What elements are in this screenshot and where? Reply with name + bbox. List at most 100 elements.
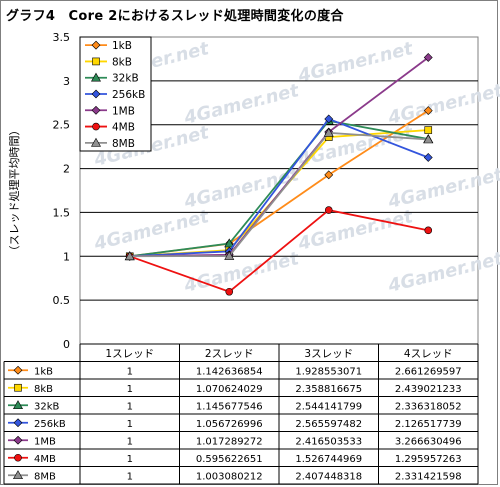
y-tick-label: 3: [63, 75, 70, 88]
table-row-label: 8MB: [34, 471, 56, 482]
table-cell: 2.407448318: [295, 471, 362, 482]
data-point: [92, 57, 100, 66]
y-tick-label: 1.5: [53, 206, 71, 219]
legend-label: 1kB: [112, 40, 132, 52]
table-header-cell: 2スレッド: [205, 348, 254, 360]
legend-label: 4MB: [112, 122, 135, 134]
table-row: 4MB 1 0.595622651 1.526744969 1.295957263: [8, 454, 462, 465]
data-point: [90, 72, 102, 82]
legend-label: 32kB: [112, 73, 139, 85]
series-line: [129, 131, 429, 258]
data-point: [14, 453, 22, 462]
legend-entry: 1kB: [85, 40, 132, 52]
table-cell: 0.595622651: [196, 454, 263, 465]
table-cell: 2.336318052: [395, 401, 462, 412]
data-point: [90, 137, 102, 147]
data-point: [12, 470, 24, 480]
data-point: [423, 153, 433, 162]
series-line: [129, 209, 429, 293]
data-point: [225, 287, 234, 296]
table-cell: 1: [127, 436, 133, 447]
data-point: [423, 53, 433, 62]
data-point: [12, 400, 24, 410]
data-point: [423, 106, 433, 115]
data-point: [92, 122, 100, 131]
data-point: [424, 226, 433, 235]
table-cell: 1: [127, 471, 133, 482]
legend-label: 8MB: [112, 138, 135, 150]
table-cell: 2.565597482: [295, 419, 362, 430]
data-table: 1スレッド 2スレッド 3スレッド 4スレッド 1kB 1 1.142636854 1.928…: [3, 343, 479, 485]
table-cell: 1.526744969: [295, 454, 362, 465]
table-row: 8kB 1 1.070624029 2.358816675 2.439021233: [8, 384, 462, 395]
table-header-cell: 1スレッド: [105, 348, 154, 360]
series-line: [129, 117, 429, 258]
legend-entry: 1MB: [85, 105, 135, 117]
legend-entry: 32kB: [85, 72, 139, 85]
table-header-cell: 4スレッド: [404, 348, 453, 360]
y-tick-label: 3.5: [53, 31, 71, 44]
y-tick-label: 0: [63, 338, 70, 351]
data-point: [324, 114, 334, 124]
y-tick-label: 1: [63, 250, 70, 263]
table-cell: 1: [127, 454, 133, 465]
data-point: [14, 383, 22, 392]
table-cell: 1.003080212: [196, 471, 263, 482]
legend-label: 256kB: [112, 89, 145, 101]
chart-title: グラフ4 Core 2におけるスレッド処理時間変化の度合: [6, 9, 344, 24]
legend-entry: 8kB: [85, 56, 132, 68]
data-point: [124, 251, 135, 261]
table-cell: 2.331421598: [395, 471, 462, 482]
table-cell: 2.661269597: [395, 366, 462, 377]
table-row: 256kB 1 1.056726996 2.565597482 2.126517739: [8, 418, 462, 430]
table-cell: 1.017289272: [196, 436, 263, 447]
data-point: [324, 170, 334, 180]
data-point: [324, 206, 333, 214]
table-cell: 1: [127, 419, 133, 430]
table-row-label: 8kB: [34, 384, 53, 395]
table-cell: 2.439021233: [395, 384, 462, 395]
table-cell: 1.070624029: [196, 384, 263, 395]
data-point: [13, 418, 23, 428]
table-cell: 1: [127, 384, 133, 395]
table-cell: 2.126517739: [395, 419, 462, 430]
data-point: [13, 365, 23, 375]
table-row-label: 32kB: [34, 401, 60, 412]
legend: 1kB 8kB 32kB 256kB 1MB 4MB 8MB: [79, 36, 152, 152]
table-row: 32kB 1 1.145677546 2.544141799 2.336318052: [8, 400, 462, 412]
table-cell: 3.266630496: [395, 436, 462, 447]
table-cell: 1.056726996: [196, 419, 263, 430]
legend-entry: 4MB: [85, 122, 135, 134]
table-row: 1MB 1 1.017289272 2.416503533 3.266630496: [8, 435, 462, 447]
legend-label: 1MB: [112, 105, 135, 117]
data-point: [91, 89, 101, 99]
y-tick-label: 2: [63, 163, 70, 176]
data-point: [224, 250, 235, 260]
data-point: [424, 126, 433, 134]
table-cell: 2.544141799: [295, 401, 362, 412]
y-tick-label: 0.5: [53, 294, 71, 307]
data-point: [91, 105, 101, 115]
legend-label: 8kB: [112, 56, 132, 68]
table-row: 8MB 1 1.003080212 2.407448318 2.331421598: [8, 470, 462, 482]
table-cell: 2.358816675: [295, 384, 362, 395]
legend-entry: 256kB: [85, 89, 145, 101]
table-row-label: 1MB: [34, 436, 56, 447]
data-point: [323, 127, 334, 137]
legend-entry: 8MB: [85, 137, 135, 150]
table-row-label: 4MB: [34, 454, 56, 465]
table-cell: 1: [127, 366, 133, 377]
data-point: [91, 40, 101, 50]
y-tick-label: 2.5: [53, 119, 71, 132]
series-8mb: [124, 127, 434, 261]
table-cell: 1.142636854: [196, 366, 263, 377]
table-cell: 2.416503533: [295, 436, 362, 447]
data-point: [423, 134, 434, 144]
data-point: [13, 435, 23, 445]
table-row-label: 256kB: [34, 419, 66, 430]
table-cell: 1.928553071: [295, 366, 362, 377]
table-row-label: 1kB: [34, 366, 53, 377]
table-row: 1kB 1 1.142636854 1.928553071 2.661269597: [8, 365, 462, 377]
